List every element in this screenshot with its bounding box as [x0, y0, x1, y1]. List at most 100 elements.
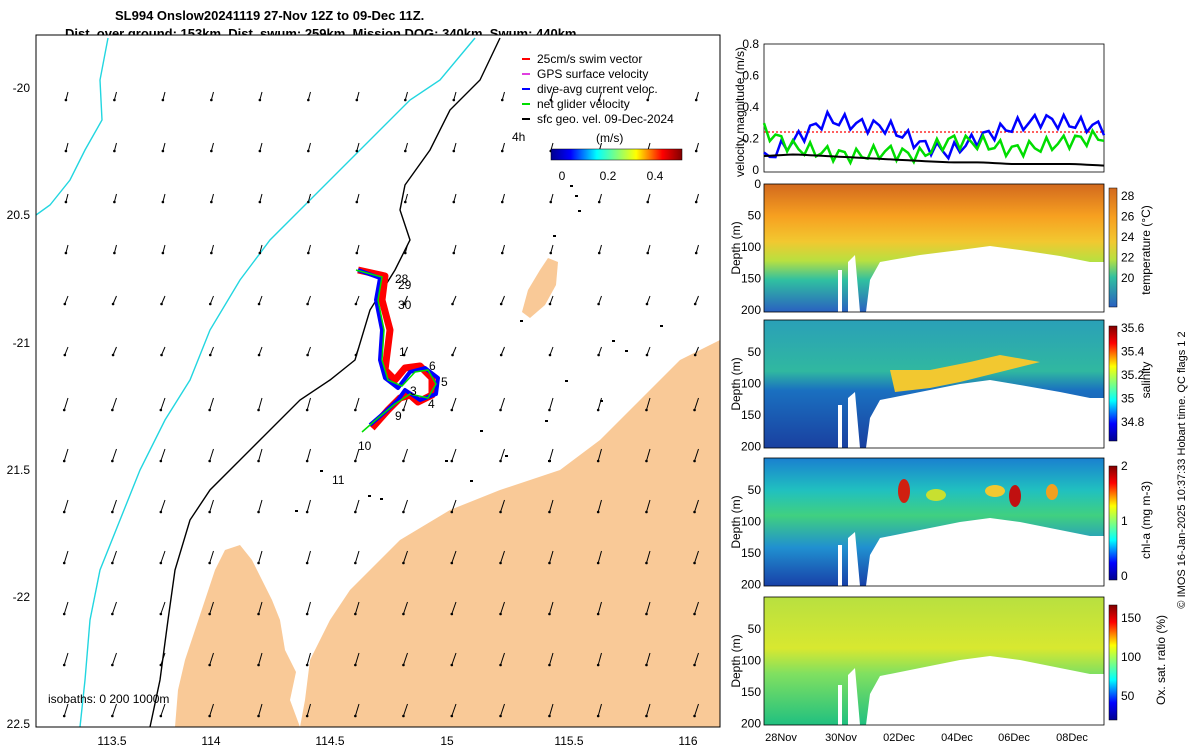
temperature-colorbar: [1108, 187, 1118, 308]
velocity-arrow: [354, 703, 360, 717]
velocity-arrowhead: [499, 561, 502, 565]
salinity-depth-tick: 150: [741, 408, 761, 422]
velocity-arrowhead: [111, 459, 114, 463]
velocity-arrowhead: [693, 612, 696, 616]
chla-depth-tick: 100: [741, 515, 761, 529]
velocity-arrow: [404, 244, 408, 254]
velocity-arrowhead: [499, 459, 502, 463]
velocity-arrow: [354, 601, 360, 615]
velocity-arrowhead: [499, 612, 502, 616]
velocity-arrow: [647, 244, 651, 254]
velocity-arrow: [501, 193, 505, 203]
velocity-arrowhead: [305, 459, 309, 463]
velocity-arrow: [694, 703, 699, 717]
velocity-arrow: [258, 346, 263, 356]
velocity-arrowhead: [596, 663, 600, 667]
velocity-arrowhead: [208, 612, 211, 616]
velocity-arrow: [645, 550, 651, 564]
velocity-arrowhead: [597, 302, 600, 306]
salinity-clabel: salinity: [1139, 362, 1153, 399]
velocity-arrowhead: [62, 714, 66, 718]
speed-colorbar: [550, 148, 683, 161]
chla-max-4: [1046, 484, 1058, 500]
velocity-arrow: [64, 295, 69, 305]
velocity-arrowhead: [159, 459, 163, 463]
velocity-arrow: [402, 601, 408, 615]
velocity-arrowhead: [451, 353, 454, 357]
velocity-arrow: [307, 193, 311, 203]
temperature-depth-label: Depth (m): [729, 221, 743, 274]
velocity-arrow: [500, 448, 505, 462]
island-barrow: [522, 258, 558, 318]
islet: [445, 460, 448, 462]
velocity-arrow: [307, 91, 311, 101]
velocity-arrow: [597, 448, 602, 462]
velocity-y-tick: 0.2: [742, 132, 759, 146]
velocity-arrowhead: [208, 459, 211, 463]
temperature-colorbar-tick: 20: [1121, 271, 1135, 285]
velocity-arrow: [500, 652, 505, 666]
legend-entry: sfc geo. vel. 09-Dec-2024: [537, 112, 674, 126]
velocity-arrow: [111, 448, 117, 462]
velocity-arrow: [404, 142, 408, 152]
islet: [565, 380, 568, 382]
velocity-arrowhead: [62, 612, 66, 616]
velocity-arrowhead: [694, 200, 698, 204]
velocity-arrow: [209, 550, 214, 564]
velocity-arrow: [451, 601, 457, 615]
velocity-arrowhead: [403, 149, 407, 153]
velocity-arrow: [307, 244, 311, 254]
salinity-depth-label: Depth (m): [729, 357, 743, 410]
velocity-arrowhead: [111, 510, 114, 514]
velocity-arrow: [598, 295, 602, 305]
map-x-tick: 15: [440, 734, 454, 748]
velocity-arrow: [597, 550, 602, 564]
velocity-arrow: [501, 91, 505, 101]
velocity-arrowhead: [208, 408, 211, 412]
velocity-arrow: [598, 244, 602, 254]
velocity-arrowhead: [62, 561, 66, 565]
oxygen-depth-tick: 200: [741, 717, 761, 731]
velocity-arrow: [65, 193, 69, 203]
velocity-arrow: [209, 652, 214, 666]
velocity-arrowhead: [62, 663, 66, 667]
velocity-arrow: [258, 550, 263, 564]
velocity-arrowhead: [451, 302, 454, 306]
chla-panel: [763, 457, 1118, 587]
chla-clabel: chl-a (mg m-3): [1139, 481, 1153, 559]
islet: [575, 195, 578, 197]
velocity-arrow: [500, 397, 505, 411]
velocity-arrowhead: [548, 663, 551, 667]
velocity-arrowhead: [499, 408, 502, 412]
chla-colorbar-tick: 2: [1121, 459, 1128, 473]
velocity-arrowhead: [645, 561, 648, 565]
velocity-arrowhead: [113, 200, 116, 204]
velocity-arrow: [453, 142, 457, 152]
map-x-tick: 113.5: [97, 734, 126, 748]
velocity-arrowhead: [111, 612, 114, 616]
velocity-arrowhead: [307, 149, 310, 153]
velocity-y-ticks: 0.8 0.6 0.4 0.2 0: [742, 37, 759, 177]
velocity-arrow: [160, 652, 166, 666]
oxygen-depth-tick: 50: [748, 622, 762, 636]
velocity-arrowhead: [159, 561, 163, 565]
velocity-arrowhead: [450, 408, 454, 412]
velocity-arrowhead: [499, 663, 502, 667]
velocity-arrow: [500, 550, 505, 564]
velocity-arrowhead: [63, 302, 67, 306]
islet: [570, 185, 573, 187]
velocity-arrow: [501, 244, 505, 254]
velocity-arrow: [402, 550, 408, 564]
islet: [480, 430, 483, 432]
velocity-arrowhead: [208, 353, 212, 357]
velocity-arrowhead: [548, 612, 551, 616]
map-y-tick: 22.5: [7, 717, 31, 731]
velocity-arrowhead: [450, 561, 454, 565]
velocity-arrow: [209, 448, 214, 462]
velocity-arrowhead: [305, 612, 309, 616]
velocity-arrowhead: [354, 353, 358, 357]
velocity-arrow: [354, 448, 360, 462]
velocity-arrow: [645, 499, 651, 513]
velocity-arrowhead: [549, 98, 553, 102]
velocity-arrow: [160, 703, 166, 717]
